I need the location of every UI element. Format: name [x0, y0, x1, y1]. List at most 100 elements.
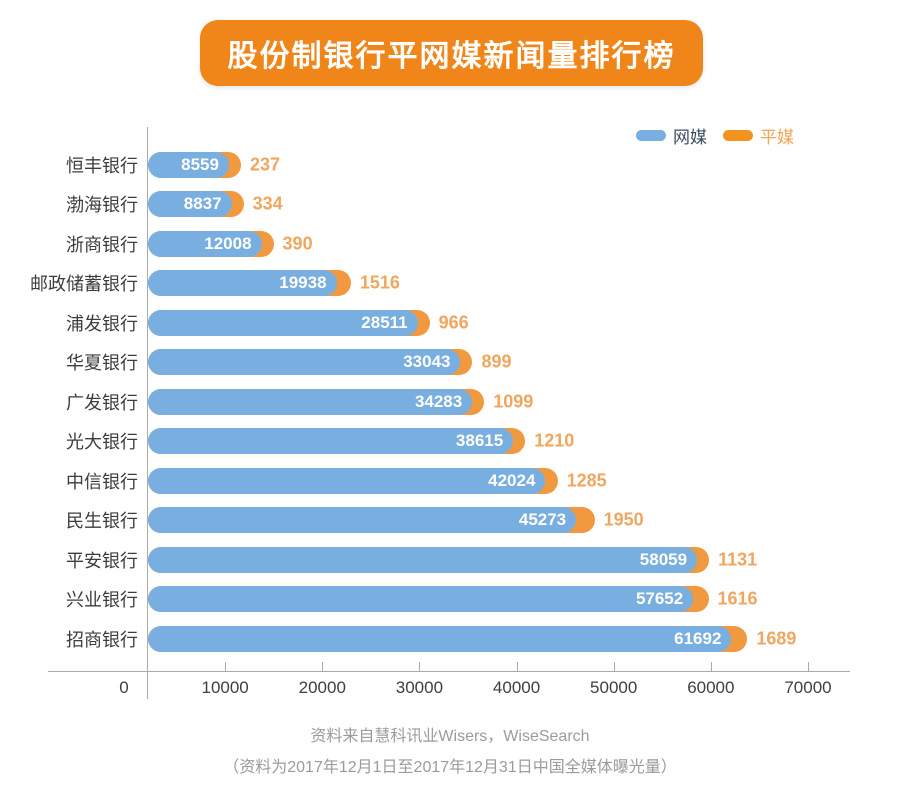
print-media-value: 1131 [718, 549, 758, 570]
bar-row: 邮政储蓄银行 19938 1516 [0, 264, 900, 304]
bar-row: 光大银行 38615 1210 [0, 422, 900, 462]
print-media-value: 1516 [359, 272, 400, 293]
net-media-value: 57652 [635, 589, 684, 609]
bar-row: 浙商银行 12008 390 [0, 224, 900, 264]
bar-row: 招商银行 61692 1689 [0, 619, 900, 659]
print-media-value: 237 [249, 154, 280, 175]
page-title: 股份制银行平网媒新闻量排行榜 [227, 40, 676, 73]
net-media-value: 38615 [455, 431, 504, 451]
net-media-bar: 45273 [148, 507, 577, 534]
net-media-value: 58059 [639, 549, 688, 569]
footer-note-line: （资料为2017年12月1日至2017年12月31日中国全媒体曝光量） [223, 759, 677, 776]
x-axis-line [48, 671, 850, 672]
bank-label: 华夏银行 [66, 353, 138, 374]
net-media-bar: 61692 [148, 625, 732, 652]
net-media-bar: 8837 [148, 191, 232, 218]
bank-label: 光大银行 [66, 432, 138, 453]
legend: 网媒 平媒 [636, 123, 794, 148]
x-axis-tick-label: 60000 [687, 678, 735, 697]
print-media-value: 899 [481, 351, 512, 372]
legend-item-net: 网媒 [636, 123, 707, 148]
x-axis-tick-label: 70000 [784, 678, 832, 697]
net-media-value: 33043 [403, 352, 451, 372]
net-media-bar: 8559 [148, 151, 229, 178]
x-axis-tick [322, 662, 324, 671]
bar-rows: 恒丰银行 8559 237 渤海银行 8837 334 浙商银行 12008 390 邮政储蓄银行… [0, 145, 900, 659]
print-media-value: 1689 [756, 628, 797, 649]
bank-label: 浙商银行 [66, 234, 138, 255]
net-media-bar: 19938 [148, 270, 337, 297]
bank-label: 渤海银行 [66, 195, 138, 216]
net-media-value: 34283 [414, 391, 463, 411]
print-media-value: 966 [438, 312, 469, 333]
x-axis-tick [419, 662, 421, 671]
bar-track: 28511 966 [148, 303, 900, 343]
net-media-value: 8837 [183, 194, 222, 214]
footer: 资料来自慧科讯业Wisers，WiseSearch （资料为2017年12月1日… [0, 721, 900, 783]
bar-track: 8837 334 [148, 185, 900, 225]
legend-label-print: 平媒 [760, 128, 794, 147]
bank-label: 招商银行 [66, 629, 138, 650]
bar-track: 57652 1616 [148, 580, 900, 620]
bar-track: 61692 1689 [148, 619, 900, 659]
x-axis-tick-label: 30000 [395, 678, 444, 697]
print-media-value: 1616 [717, 588, 758, 609]
x-axis-tick-label: 40000 [492, 678, 541, 697]
bar-row: 渤海银行 8837 334 [0, 185, 900, 225]
net-media-value: 12008 [204, 233, 252, 253]
bar-row: 华夏银行 33043 899 [0, 343, 900, 383]
title-banner: 股份制银行平网媒新闻量排行榜 [200, 20, 703, 86]
legend-swatch-net-icon [636, 130, 666, 141]
x-axis-tick [516, 662, 518, 671]
net-media-value: 19938 [279, 273, 327, 293]
net-media-bar: 38615 [148, 428, 514, 455]
print-media-value: 334 [252, 193, 283, 214]
bank-label: 民生银行 [66, 511, 138, 532]
bank-label: 平安银行 [66, 550, 138, 571]
x-axis-tick-label: 50000 [590, 678, 638, 697]
bar-row: 中信银行 42024 1285 [0, 461, 900, 501]
x-axis-tick [710, 662, 712, 671]
bank-label: 浦发银行 [66, 313, 138, 334]
bank-label: 邮政储蓄银行 [30, 274, 138, 295]
bar-track: 34283 1099 [148, 382, 900, 422]
bank-label: 恒丰银行 [66, 155, 138, 176]
net-media-bar: 42024 [148, 467, 546, 494]
bar-track: 12008 390 [148, 224, 900, 264]
bar-track: 58059 1131 [148, 540, 900, 580]
bar-row: 恒丰银行 8559 237 [0, 145, 900, 185]
bar-track: 8559 237 [148, 145, 900, 185]
net-media-value: 28511 [361, 312, 408, 332]
footer-source-line: 资料来自慧科讯业Wisers，WiseSearch [310, 728, 590, 745]
legend-label-net: 网媒 [673, 128, 707, 147]
x-axis-tick [807, 662, 809, 671]
print-media-value: 1285 [566, 470, 607, 491]
x-axis-tick [225, 662, 227, 671]
net-media-bar: 34283 [148, 388, 473, 415]
bank-label: 广发银行 [66, 392, 138, 413]
print-media-value: 1210 [534, 430, 575, 451]
bar-track: 19938 1516 [148, 264, 900, 304]
net-media-bar: 12008 [148, 230, 262, 257]
bar-row: 广发银行 34283 1099 [0, 382, 900, 422]
bar-row: 浦发银行 28511 966 [0, 303, 900, 343]
print-media-value: 390 [282, 233, 313, 254]
legend-swatch-print-icon [723, 130, 753, 141]
print-media-value: 1950 [603, 509, 644, 530]
bank-label: 兴业银行 [66, 590, 138, 611]
net-media-bar: 33043 [148, 349, 461, 376]
net-media-bar: 57652 [148, 586, 694, 613]
bar-track: 45273 1950 [148, 501, 900, 541]
net-media-bar: 28511 [148, 309, 418, 336]
bar-track: 33043 899 [148, 343, 900, 383]
bank-label: 中信银行 [66, 471, 138, 492]
net-media-value: 42024 [488, 470, 536, 490]
x-axis-tick-label: 20000 [298, 678, 346, 697]
x-axis-tick-label: 10000 [201, 678, 249, 697]
net-media-bar: 58059 [148, 546, 698, 573]
net-media-value: 45273 [518, 510, 567, 530]
y-axis-line [147, 127, 148, 699]
print-media-value: 1099 [493, 391, 534, 412]
net-media-value: 61692 [674, 628, 722, 648]
bar-row: 平安银行 58059 1131 [0, 540, 900, 580]
